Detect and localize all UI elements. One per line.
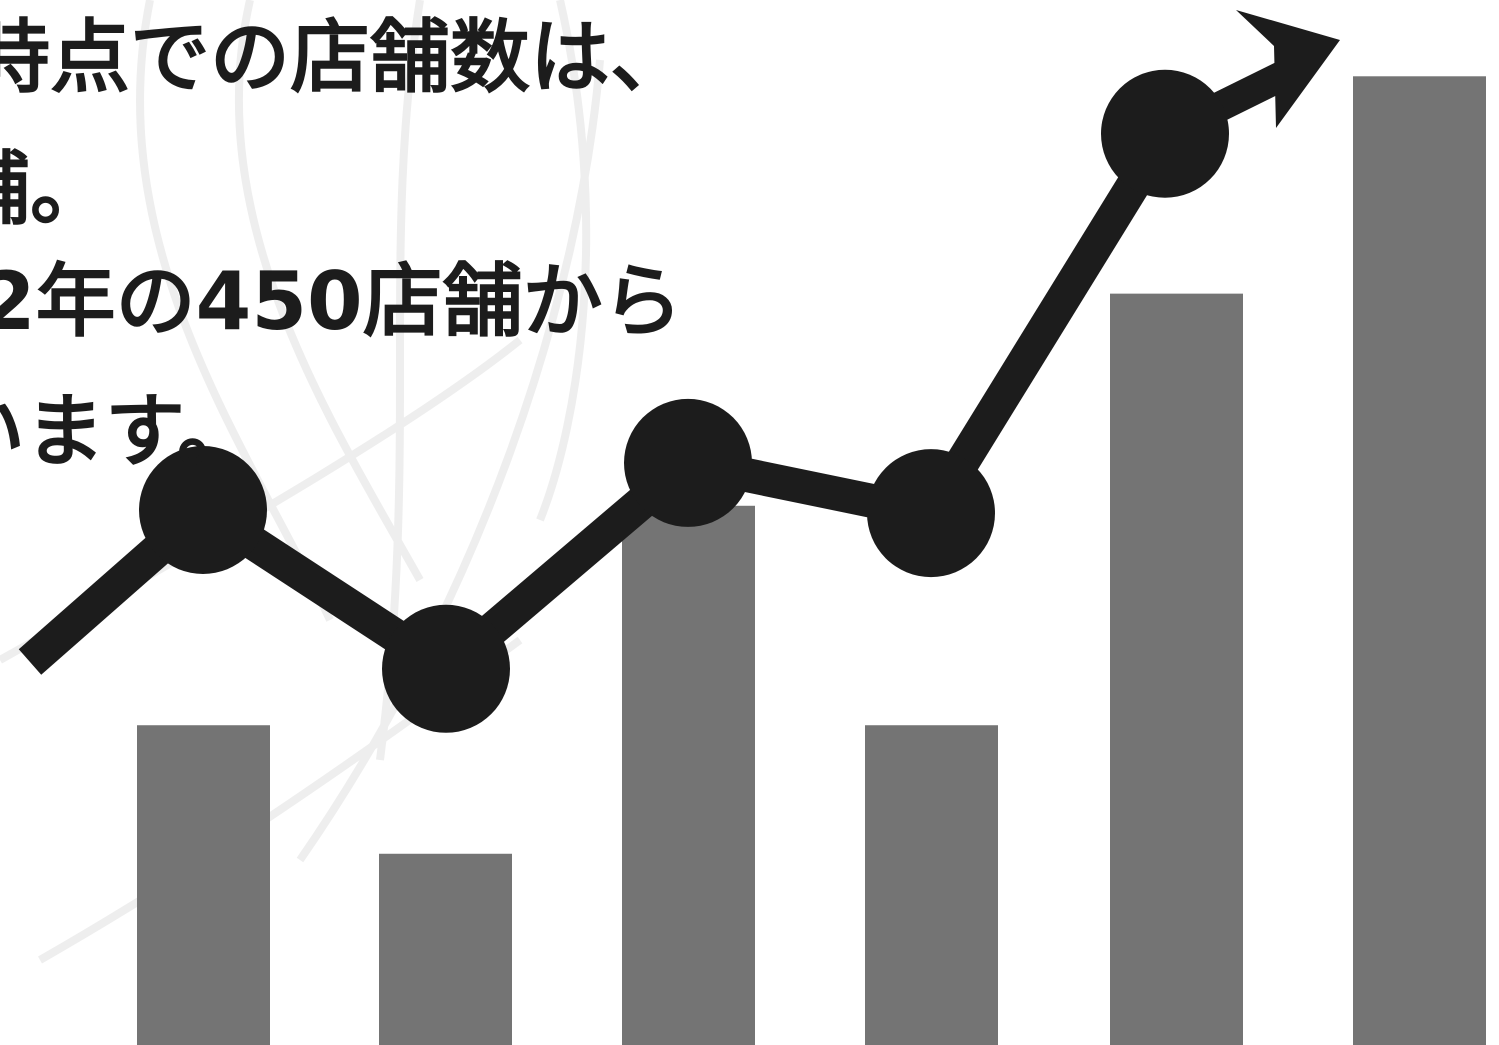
trend-point-4 xyxy=(867,449,995,578)
bars-layer xyxy=(137,76,1486,1045)
trend-point-5 xyxy=(1101,69,1229,198)
trend-point-3 xyxy=(624,398,752,527)
headline-line-3: 2年の450店舗から xyxy=(0,255,683,348)
trend-point-1 xyxy=(139,445,267,574)
bar-6 xyxy=(1353,76,1486,1045)
trend-line-layer xyxy=(18,10,1340,733)
trend-line-segment-4 xyxy=(916,124,1180,523)
trend-point-2 xyxy=(382,604,510,733)
bar-5 xyxy=(1110,293,1243,1045)
bar-4 xyxy=(865,725,998,1045)
bar-1 xyxy=(137,725,270,1045)
headline-line-1: 時点での店舗数は、 xyxy=(0,11,690,104)
bar-2 xyxy=(379,853,512,1045)
trend-arrow-head xyxy=(1236,10,1340,128)
headline-line-2: 舗。 xyxy=(0,143,110,236)
bar-3 xyxy=(622,505,755,1045)
headline-line-4: います。 xyxy=(0,385,257,478)
